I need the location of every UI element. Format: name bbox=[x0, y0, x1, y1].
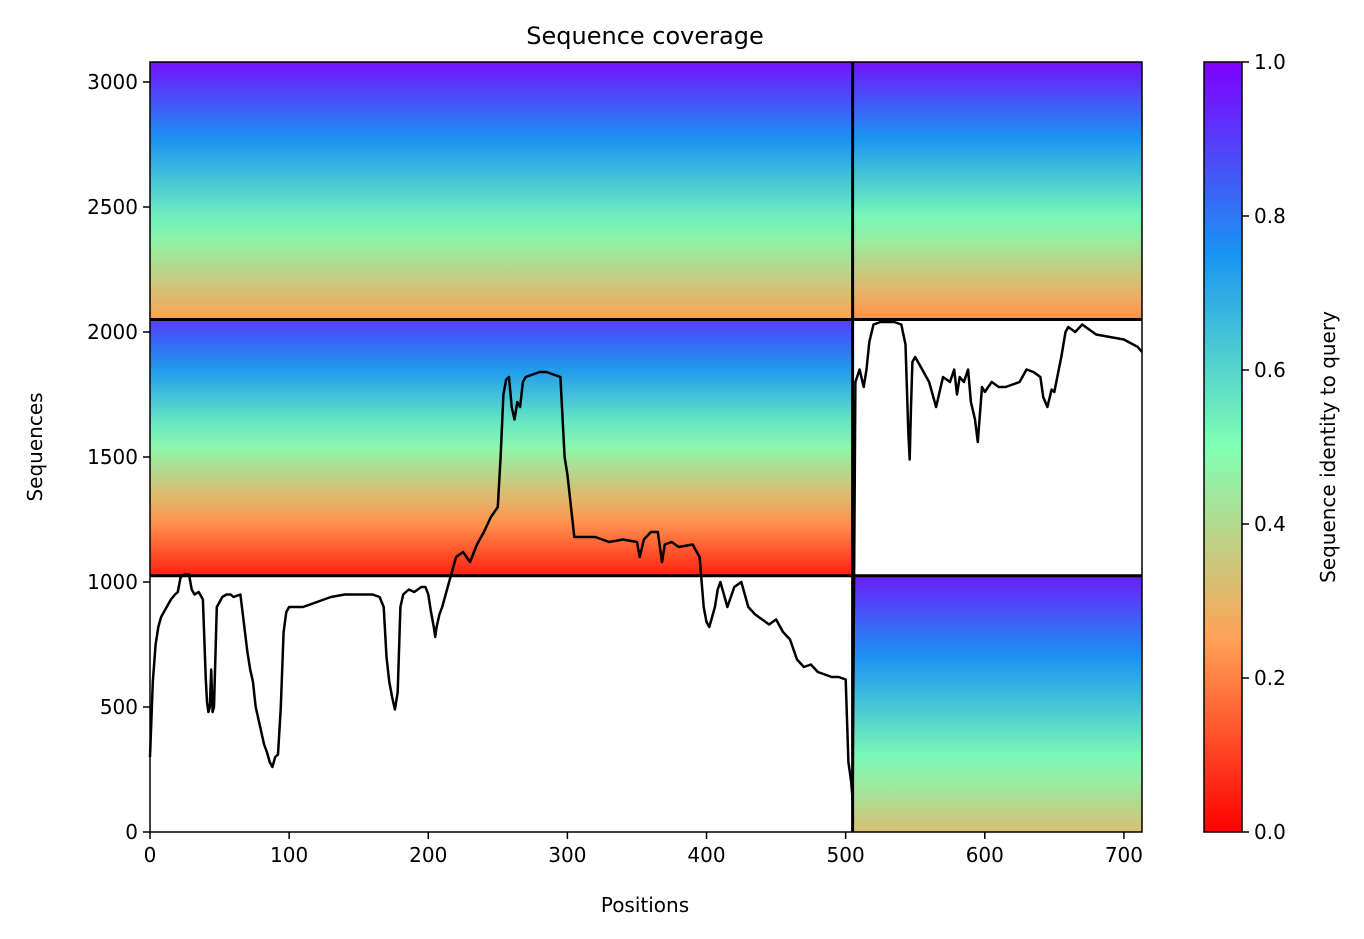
heatmap-block bbox=[852, 62, 1142, 320]
x-tick-label: 200 bbox=[409, 843, 447, 867]
heatmap-block bbox=[852, 575, 1142, 832]
colorbar-tick-label: 0.6 bbox=[1254, 358, 1286, 382]
colorbar-tick-label: 1.0 bbox=[1254, 50, 1286, 74]
y-tick-label: 1000 bbox=[87, 570, 138, 594]
x-tick-label: 600 bbox=[966, 843, 1004, 867]
colorbar-gradient bbox=[1203, 61, 1243, 833]
heatmap-block bbox=[150, 62, 853, 320]
y-tick-label: 2500 bbox=[87, 195, 138, 219]
x-tick-label: 100 bbox=[270, 843, 308, 867]
y-axis-label: Sequences bbox=[23, 392, 47, 501]
colorbar-tick-label: 0.4 bbox=[1254, 512, 1286, 536]
x-tick-label: 700 bbox=[1105, 843, 1143, 867]
x-tick-label: 300 bbox=[548, 843, 586, 867]
plot-frame bbox=[149, 61, 1143, 833]
colorbar-label: Sequence identity to query bbox=[1316, 311, 1340, 583]
x-tick-label: 400 bbox=[687, 843, 725, 867]
x-axis: 0 100 200 300 400 500 600 700 bbox=[144, 832, 1143, 867]
x-tick-label: 500 bbox=[827, 843, 865, 867]
colorbar-tick-label: 0.8 bbox=[1254, 204, 1286, 228]
y-tick-label: 2000 bbox=[87, 320, 138, 344]
chart-title: Sequence coverage bbox=[526, 22, 763, 50]
x-axis-label: Positions bbox=[601, 893, 689, 917]
colorbar: 0.0 0.2 0.4 0.6 0.8 1.0 bbox=[1203, 50, 1286, 844]
y-tick-label: 500 bbox=[100, 695, 138, 719]
y-tick-label: 0 bbox=[125, 820, 138, 844]
x-tick-label: 0 bbox=[144, 843, 157, 867]
plot-area bbox=[148, 61, 1143, 833]
y-axis: 0 500 1000 1500 2000 2500 3000 bbox=[87, 70, 150, 844]
y-tick-label: 3000 bbox=[87, 70, 138, 94]
coverage-line bbox=[851, 320, 1143, 803]
colorbar-tick-label: 0.0 bbox=[1254, 820, 1286, 844]
colorbar-tick-label: 0.2 bbox=[1254, 666, 1286, 690]
y-tick-label: 1500 bbox=[87, 445, 138, 469]
coverage-line bbox=[148, 370, 854, 800]
